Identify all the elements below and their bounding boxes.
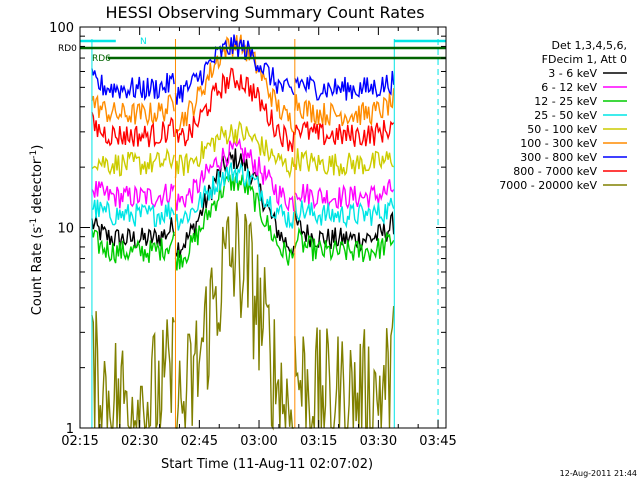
flag-layer: RD0 RD6 N (58, 37, 446, 64)
y-axis-label-rest: detector (30, 158, 45, 218)
y-tick-label-0: 1 (66, 422, 74, 437)
rd6-flag-label: RD6 (92, 54, 111, 64)
y-axis-label-main: Count Rate (s (30, 227, 45, 316)
legend-header-line-2: FDecim 1, Att 0 (542, 53, 627, 66)
series-line-3 (91, 162, 395, 231)
y-tick-label-2: 100 (49, 21, 74, 36)
series-layer (91, 34, 439, 431)
series-line-7 (91, 67, 395, 153)
legend-entry-label-6: 300 - 800 keV (520, 151, 597, 164)
legend-entry-label-7: 800 - 7000 keV (513, 165, 597, 178)
y-axis-label: Count Rate (s-1 detector-1) (29, 145, 45, 316)
series-line-4 (91, 120, 394, 179)
y-axis-label-sup2: -1 (29, 150, 39, 159)
generation-timestamp: 12-Aug-2011 21:44 (560, 469, 637, 478)
legend-entry-label-3: 25 - 50 keV (534, 109, 597, 122)
x-tick-label-5: 03:30 (360, 434, 397, 449)
legend-entry-label-1: 6 - 12 keV (541, 81, 597, 94)
y-axis-label-close: ) (30, 145, 45, 150)
x-tick-label-2: 02:45 (181, 434, 218, 449)
legend-entry-label-4: 50 - 100 keV (527, 123, 597, 136)
x-tick-label-3: 03:00 (240, 434, 277, 449)
x-tick-label-0: 02:15 (61, 434, 98, 449)
legend-entry-label-5: 100 - 300 keV (520, 137, 597, 150)
x-tick-label-1: 02:30 (121, 434, 158, 449)
series-line-8 (91, 202, 395, 431)
chart-title: HESSI Observing Summary Count Rates (105, 3, 424, 22)
legend-entry-label-2: 12 - 25 keV (534, 95, 597, 108)
rd0-flag-label: RD0 (58, 44, 77, 54)
legend-entry-label-0: 3 - 6 keV (548, 67, 597, 80)
series-line-6 (91, 34, 395, 105)
series-line-2 (91, 171, 395, 271)
y-tick-label-1: 10 (57, 222, 74, 237)
legend-entry-label-8: 7000 - 20000 keV (499, 179, 597, 192)
axis-layer: 02:15 02:30 02:45 03:00 03:15 03:30 03:45 1 10 10… (49, 21, 457, 449)
legend-header-line-1: Det 1,3,4,5,6, (551, 39, 627, 52)
legend: Det 1,3,4,5,6, FDecim 1, Att 0 3 - 6 keV… (499, 39, 627, 192)
x-axis-label: Start Time (11-Aug-11 02:07:02) (161, 457, 373, 472)
n-flag-label: N (140, 37, 147, 47)
x-tick-label-4: 03:15 (300, 434, 337, 449)
y-axis-label-sup: -1 (29, 218, 39, 227)
x-tick-label-6: 03:45 (419, 434, 456, 449)
